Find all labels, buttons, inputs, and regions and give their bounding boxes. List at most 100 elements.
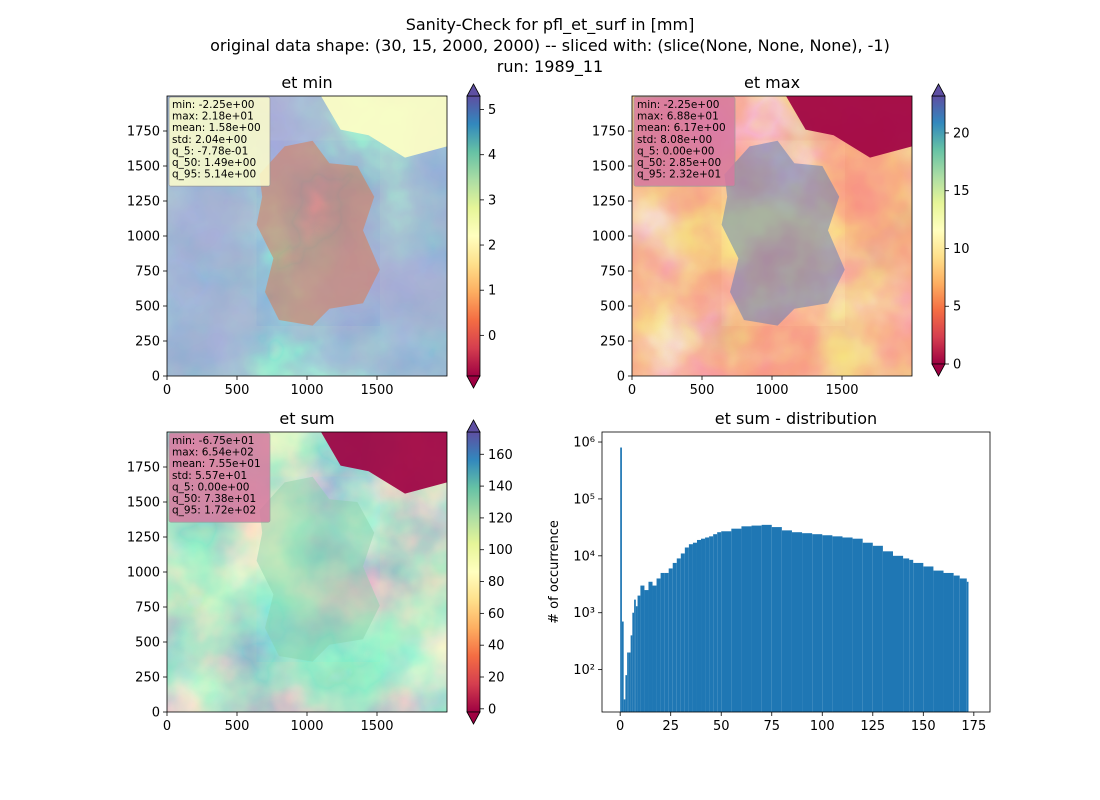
panel-title-et-sum: et sum [279, 409, 334, 428]
histogram-bar [623, 699, 626, 712]
stats-line: max: 2.18e+01 [172, 111, 254, 123]
stats-box [168, 432, 271, 523]
histogram-y-axis-label: # of occurrence [547, 520, 562, 624]
stats-line: q_50: 1.49e+00 [172, 157, 256, 169]
figure-title-line-3: run: 1989_11 [497, 57, 603, 77]
histogram-et-sum: 0 25 50 75 100 125 150 175 10² 10³ 10⁴ 10⁵ 10⁶ [573, 431, 991, 734]
stats-line: max: 6.54e+02 [172, 447, 254, 459]
colorbar-extend-top [466, 83, 481, 97]
histogram-bar [741, 526, 752, 712]
y-tick-label: 500 [600, 300, 625, 315]
histogram-bar [959, 578, 967, 712]
y-tick-label: 0 [617, 370, 625, 385]
y-tick-label: 750 [135, 601, 160, 616]
y-tick-label: 1750 [127, 461, 160, 476]
y-tick-label: 250 [600, 335, 625, 350]
histogram-y-tick-label: 10³ [573, 606, 595, 621]
histogram-bar [943, 572, 954, 712]
histogram-bar [648, 581, 653, 712]
histogram-y-tick-label: 10² [573, 663, 595, 678]
histogram-bar [668, 568, 673, 712]
stats-line: std: 2.04e+00 [172, 134, 247, 146]
histogram-x-tick-label: 50 [713, 719, 730, 734]
stats-box [168, 96, 271, 187]
stats-line: q_5: 0.00e+00 [637, 145, 714, 157]
histogram-bar [731, 528, 742, 712]
histogram-bar [872, 545, 883, 712]
histogram-x-tick-label: 175 [961, 719, 986, 734]
histogram-bar [644, 590, 649, 712]
colorbar-tick-label: 3 [488, 193, 496, 208]
y-tick-label: 1500 [127, 160, 160, 175]
stats-line: std: 8.08e+00 [637, 134, 712, 146]
stats-line: q_5: 0.00e+00 [172, 481, 249, 493]
stats-line: mean: 1.58e+00 [172, 122, 261, 134]
y-tick-label: 1000 [127, 566, 160, 581]
panel-title-et-sum-distribution: et sum - distribution [715, 409, 877, 428]
histogram-bar [676, 558, 681, 712]
colorbar-tick-label: 15 [953, 184, 970, 199]
y-tick-label: 250 [135, 335, 160, 350]
colorbar-extend-bottom [466, 711, 481, 725]
y-tick-label: 1250 [127, 195, 160, 210]
histogram-bar [953, 575, 960, 712]
heatmap-sea-region [786, 96, 912, 158]
histogram-bar [781, 530, 792, 712]
histogram-bar [672, 562, 677, 712]
colorbar-tick-label: 2 [488, 239, 496, 254]
stats-line: min: -6.75e+01 [172, 435, 254, 447]
histogram-bar [923, 566, 934, 712]
heatmap-sea-region [321, 432, 447, 494]
histogram-bar [761, 524, 772, 712]
histogram-x-tick-label: 75 [763, 719, 780, 734]
histogram-bar [620, 447, 622, 712]
y-tick-label: 250 [135, 671, 160, 686]
histogram-x-tick-label: 100 [810, 719, 835, 734]
panel-title-et-max: et max [744, 73, 800, 92]
colorbar-tick-label: 4 [488, 148, 496, 163]
histogram-x-tick-label: 0 [616, 719, 624, 734]
colorbar-gradient [931, 95, 946, 365]
x-tick-label: 1000 [755, 383, 788, 398]
histogram-bar [705, 537, 710, 712]
colorbar-gradient [466, 431, 481, 713]
histogram-bar [893, 555, 904, 712]
histogram-bar [701, 538, 706, 712]
y-tick-label: 500 [135, 300, 160, 315]
histogram-bar [630, 635, 633, 712]
colorbar: 0 1 2 3 4 5 [466, 83, 496, 389]
histogram-bar [627, 652, 629, 712]
histogram-bar [688, 544, 693, 712]
stats-box [633, 96, 736, 187]
histogram-bar [684, 547, 689, 712]
stats-line: q_5: -7.78e-01 [172, 145, 248, 157]
colorbar-tick-label: 5 [488, 103, 496, 118]
heatmap-core-region [256, 140, 380, 326]
stats-line: max: 6.88e+01 [637, 111, 719, 123]
stats-line: mean: 7.55e+01 [172, 458, 261, 470]
x-tick-label: 1000 [290, 383, 323, 398]
histogram-bar [909, 559, 914, 712]
colorbar-tick-label: 5 [953, 300, 961, 315]
stats-line: q_95: 1.72e+02 [172, 505, 256, 517]
stats-line: mean: 6.17e+00 [637, 122, 726, 134]
colorbar: 0 20 40 60 80 100 120 140 160 [466, 419, 513, 725]
colorbar-tick-label: 10 [953, 242, 970, 257]
histogram-bar [660, 572, 665, 712]
histogram-bar [771, 527, 782, 712]
y-tick-label: 500 [135, 636, 160, 651]
heatmap-et-sum: 0 500 1000 150002505007501000125015001750mi… [127, 419, 513, 734]
colorbar-tick-label: 0 [488, 329, 496, 344]
stats-line: min: -2.25e+00 [637, 99, 719, 111]
colorbar-tick-label: 1 [488, 284, 496, 299]
colorbar-extend-bottom [931, 363, 946, 377]
histogram-bar [621, 621, 624, 712]
colorbar-tick-label: 0 [488, 702, 496, 717]
x-tick-label: 1000 [290, 719, 323, 734]
y-tick-label: 1250 [127, 531, 160, 546]
histogram-bar [913, 562, 924, 712]
figure-title-line-2: original data shape: (30, 15, 2000, 2000… [210, 36, 890, 55]
heatmap-et-min: 0 500 1000 150002505007501000125015001750mi… [127, 83, 496, 398]
colorbar-tick-label: 120 [488, 511, 513, 526]
